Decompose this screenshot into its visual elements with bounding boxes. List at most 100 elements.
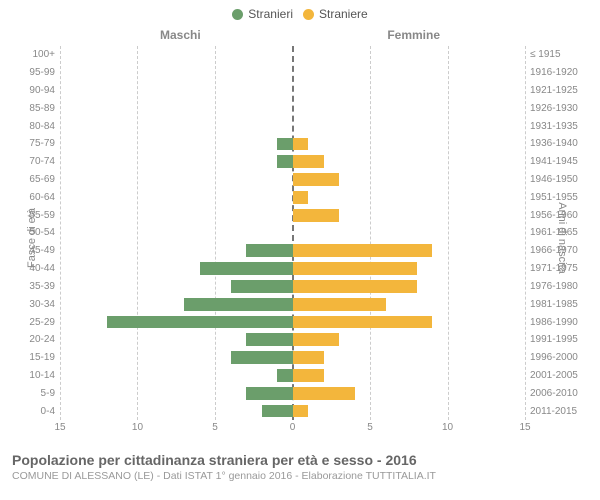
ytick-age: 80-84 — [15, 121, 55, 132]
bar-female — [293, 173, 340, 186]
ytick-age: 40-44 — [15, 263, 55, 274]
ytick-birth: 1996-2000 — [530, 352, 585, 363]
half-left — [60, 82, 293, 100]
bar-female — [293, 244, 433, 257]
legend-swatch-male — [232, 9, 243, 20]
bar-female — [293, 209, 340, 222]
bar-male — [246, 387, 293, 400]
ytick-birth: 1976-1980 — [530, 281, 585, 292]
half-right — [293, 331, 526, 349]
ytick-age: 25-29 — [15, 317, 55, 328]
pyramid-row: 35-391976-1980 — [60, 278, 525, 296]
half-right — [293, 295, 526, 313]
ytick-age: 10-14 — [15, 370, 55, 381]
bar-male — [184, 298, 293, 311]
half-left — [60, 367, 293, 385]
ytick-birth: 1986-1990 — [530, 317, 585, 328]
half-right — [293, 349, 526, 367]
ytick-age: 100+ — [15, 49, 55, 60]
ytick-birth: 1956-1960 — [530, 210, 585, 221]
ytick-birth: 1951-1955 — [530, 192, 585, 203]
half-right — [293, 135, 526, 153]
ytick-age: 75-79 — [15, 138, 55, 149]
xtick: 0 — [290, 422, 296, 433]
ytick-birth: 1931-1935 — [530, 121, 585, 132]
bar-female — [293, 191, 309, 204]
ytick-age: 70-74 — [15, 156, 55, 167]
half-right — [293, 384, 526, 402]
ytick-birth: 1981-1985 — [530, 299, 585, 310]
ytick-birth: 1961-1965 — [530, 227, 585, 238]
pyramid-row: 75-791936-1940 — [60, 135, 525, 153]
xtick: 5 — [367, 422, 373, 433]
bar-male — [277, 369, 293, 382]
ytick-age: 0-4 — [15, 406, 55, 417]
ytick-age: 20-24 — [15, 334, 55, 345]
bar-male — [246, 333, 293, 346]
pyramid-row: 20-241991-1995 — [60, 331, 525, 349]
ytick-age: 35-39 — [15, 281, 55, 292]
half-left — [60, 224, 293, 242]
half-right — [293, 188, 526, 206]
half-right — [293, 402, 526, 420]
ytick-birth: 1946-1950 — [530, 174, 585, 185]
chart-area: Maschi Femmine Fasce di età Anni di nasc… — [0, 28, 600, 448]
pyramid-row: 65-691946-1950 — [60, 171, 525, 189]
ytick-birth: 1971-1975 — [530, 263, 585, 274]
pyramid-row: 80-841931-1935 — [60, 117, 525, 135]
x-axis: 15105051015 — [60, 422, 525, 440]
pyramid-row: 55-591956-1960 — [60, 206, 525, 224]
half-left — [60, 384, 293, 402]
ytick-age: 55-59 — [15, 210, 55, 221]
bar-female — [293, 280, 417, 293]
bar-female — [293, 351, 324, 364]
ytick-birth: 1991-1995 — [530, 334, 585, 345]
half-left — [60, 171, 293, 189]
half-right — [293, 206, 526, 224]
legend-swatch-female — [303, 9, 314, 20]
ytick-age: 60-64 — [15, 192, 55, 203]
half-right — [293, 99, 526, 117]
gridline — [525, 46, 526, 420]
half-right — [293, 153, 526, 171]
half-left — [60, 313, 293, 331]
half-left — [60, 153, 293, 171]
header-female: Femmine — [387, 28, 440, 42]
bar-male — [231, 280, 293, 293]
half-right — [293, 117, 526, 135]
ytick-age: 15-19 — [15, 352, 55, 363]
ytick-birth: 1941-1945 — [530, 156, 585, 167]
half-right — [293, 64, 526, 82]
footer: Popolazione per cittadinanza straniera p… — [0, 452, 600, 488]
bar-female — [293, 138, 309, 151]
bar-male — [107, 316, 293, 329]
ytick-birth: 1966-1970 — [530, 245, 585, 256]
pyramid-row: 15-191996-2000 — [60, 349, 525, 367]
pyramid-row: 85-891926-1930 — [60, 99, 525, 117]
xtick: 10 — [442, 422, 453, 433]
half-left — [60, 99, 293, 117]
half-left — [60, 260, 293, 278]
ytick-age: 50-54 — [15, 227, 55, 238]
half-left — [60, 206, 293, 224]
pyramid-row: 100+≤ 1915 — [60, 46, 525, 64]
bar-male — [262, 405, 293, 418]
legend-label-male: Stranieri — [248, 7, 293, 21]
chart-title: Popolazione per cittadinanza straniera p… — [12, 452, 588, 468]
half-right — [293, 278, 526, 296]
ytick-age: 85-89 — [15, 103, 55, 114]
bar-female — [293, 369, 324, 382]
ytick-age: 90-94 — [15, 85, 55, 96]
bar-male — [277, 155, 293, 168]
chart-subtitle: COMUNE DI ALESSANO (LE) - Dati ISTAT 1° … — [12, 470, 588, 482]
pyramid-row: 70-741941-1945 — [60, 153, 525, 171]
ytick-birth: 1921-1925 — [530, 85, 585, 96]
half-right — [293, 46, 526, 64]
bar-female — [293, 262, 417, 275]
ytick-age: 30-34 — [15, 299, 55, 310]
pyramid-row: 10-142001-2005 — [60, 367, 525, 385]
bar-male — [246, 244, 293, 257]
half-left — [60, 331, 293, 349]
half-right — [293, 82, 526, 100]
ytick-birth: ≤ 1915 — [530, 49, 585, 60]
